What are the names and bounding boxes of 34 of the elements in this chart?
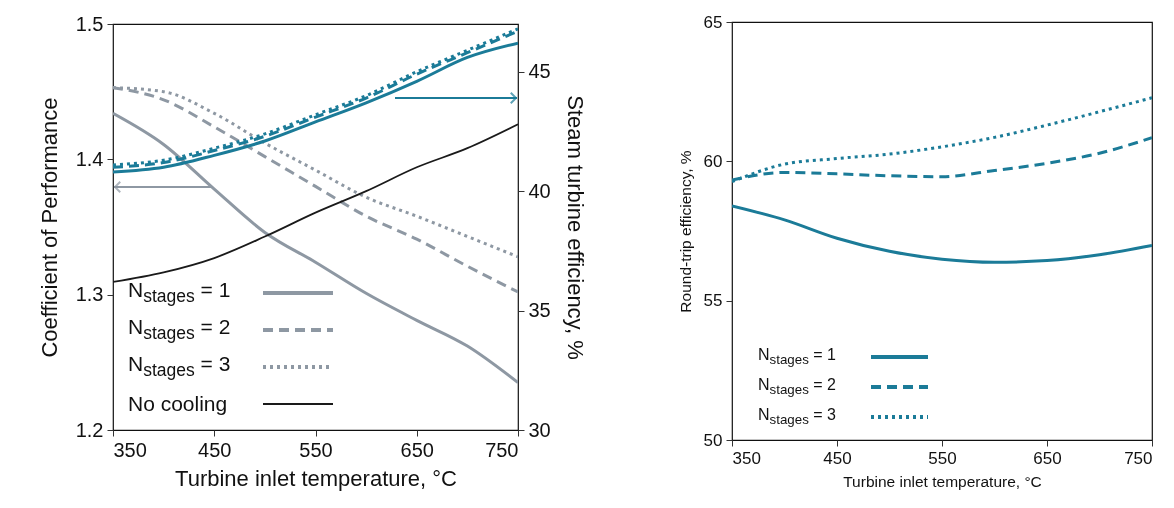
legend-label: N$_{stages}$ = 3 — [128, 351, 232, 382]
legend-label: N$_{stages}$ = 1 — [128, 277, 232, 308]
x-tick-label: 450 — [823, 448, 852, 468]
x-tick-label: 350 — [732, 448, 761, 468]
y-tick-label: 60 — [703, 151, 723, 171]
y-axis-title: Round-trip efficiency, % — [676, 150, 694, 313]
y-tick-label: 50 — [703, 430, 723, 450]
legend-label: N$_{stages}$ = 3 — [758, 406, 837, 428]
y-tick-label: 55 — [703, 291, 723, 311]
y2-axis-title: Steam turbine efficiency, % — [562, 95, 588, 360]
x-tick-label: 650 — [1033, 448, 1062, 468]
y2-tick-label: 40 — [528, 179, 551, 202]
y2-tick-label: 35 — [528, 299, 551, 322]
y-tick-label: 65 — [703, 12, 723, 32]
x-tick-label: 650 — [400, 438, 434, 461]
x-tick-label: 750 — [485, 438, 519, 461]
x-tick-label: 750 — [1124, 448, 1153, 468]
y-tick-label: 1.4 — [75, 147, 104, 170]
y-tick-label: 1.5 — [75, 12, 104, 35]
x-tick-label: 350 — [113, 438, 147, 461]
x-tick-label: 550 — [928, 448, 957, 468]
y-tick-label: 1.3 — [75, 283, 104, 306]
x-tick-label: 550 — [299, 438, 333, 461]
legend-label: N$_{stages}$ = 1 — [758, 346, 837, 368]
legend-label: N$_{stages}$ = 2 — [758, 376, 837, 398]
x-axis-title: Turbine inlet temperature, °C — [843, 472, 1042, 490]
y-axis-title: Coefficient of Performance — [36, 97, 62, 358]
legend-label: No cooling — [128, 391, 229, 416]
x-tick-label: 450 — [198, 438, 232, 461]
y-tick-label: 1.2 — [75, 418, 104, 441]
y2-tick-label: 30 — [528, 418, 551, 441]
legend-label: N$_{stages}$ = 2 — [128, 314, 232, 345]
x-axis-title: Turbine inlet temperature, °C — [175, 465, 458, 491]
y2-tick-label: 45 — [528, 60, 551, 83]
